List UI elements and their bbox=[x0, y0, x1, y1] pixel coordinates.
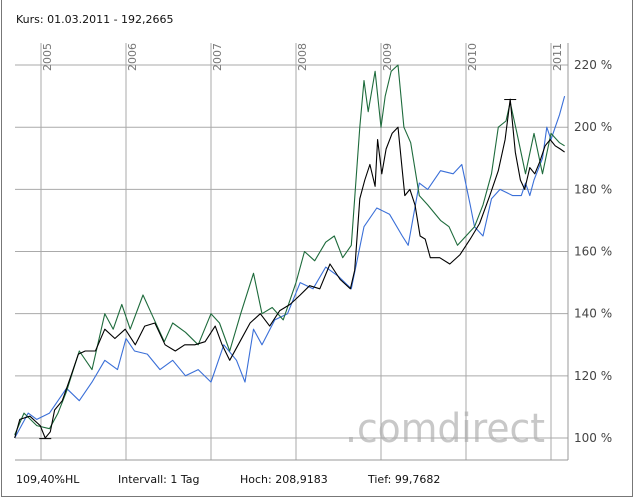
y-tick-label: 200 % bbox=[574, 120, 612, 134]
quote-label: Kurs: 01.03.2011 - 192,2665 bbox=[16, 13, 174, 26]
y-tick-label: 140 % bbox=[574, 307, 612, 321]
series-lines bbox=[14, 64, 566, 439]
x-tick-label: 2011 bbox=[551, 43, 564, 71]
y-axis-labels: 100 % 120 % 140 % 160 % 180 % 200 % 220 % bbox=[574, 58, 612, 445]
x-tick-label: 2008 bbox=[296, 43, 309, 71]
y-tick-label: 120 % bbox=[574, 369, 612, 383]
y-tick-label: 160 % bbox=[574, 245, 612, 259]
y-tick-label: 220 % bbox=[574, 58, 612, 72]
x-tick-label: 2007 bbox=[211, 43, 224, 71]
x-tick-label: 2006 bbox=[126, 43, 139, 71]
high-low-markers bbox=[39, 99, 517, 440]
range-label: 109,40%HL bbox=[16, 473, 80, 486]
high-label: Hoch: 208,9183 bbox=[240, 473, 328, 486]
grid: 2005 2006 2007 2008 2009 2010 2011 bbox=[15, 43, 569, 461]
y-tick-label: 180 % bbox=[574, 182, 612, 196]
y-tick-label: 100 % bbox=[574, 431, 612, 445]
series-line-2 bbox=[14, 95, 566, 439]
low-label: Tief: 99,7682 bbox=[368, 473, 441, 486]
comdirect-watermark: .comdirect bbox=[345, 406, 545, 452]
series-line-1 bbox=[14, 64, 565, 436]
x-tick-label: 2009 bbox=[381, 43, 394, 71]
x-tick-label: 2005 bbox=[41, 43, 54, 71]
x-tick-label: 2010 bbox=[466, 43, 479, 71]
series-line-0 bbox=[14, 98, 565, 439]
interval-label: Intervall: 1 Tag bbox=[118, 473, 200, 486]
